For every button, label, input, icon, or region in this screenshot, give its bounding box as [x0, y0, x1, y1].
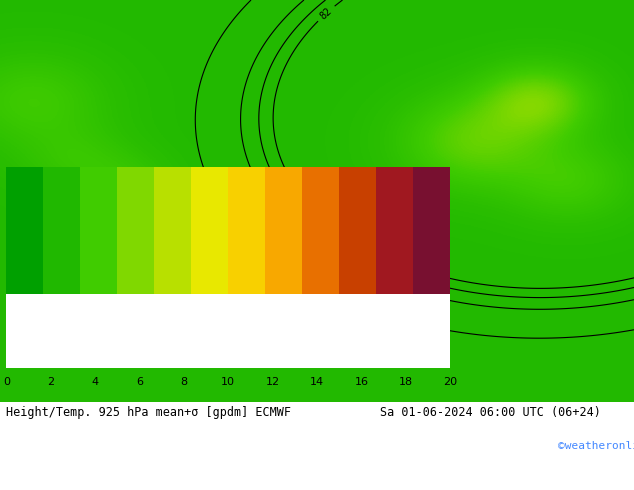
- Bar: [376, 167, 413, 304]
- Bar: [191, 167, 228, 304]
- Bar: [413, 167, 450, 304]
- Text: 75: 75: [368, 305, 382, 318]
- Bar: [302, 167, 339, 304]
- Text: 82: 82: [318, 5, 334, 21]
- Text: ©weatheronline.co.uk: ©weatheronline.co.uk: [558, 441, 634, 451]
- Text: Height/Temp. 925 hPa mean+σ [gpdm] ECMWF: Height/Temp. 925 hPa mean+σ [gpdm] ECMWF: [6, 406, 292, 419]
- Bar: [81, 167, 117, 304]
- Bar: [154, 167, 191, 304]
- Bar: [265, 167, 302, 304]
- Text: Sa 01-06-2024 06:00 UTC (06+24): Sa 01-06-2024 06:00 UTC (06+24): [380, 406, 601, 419]
- Text: 78: 78: [318, 245, 334, 260]
- Bar: [6, 167, 43, 304]
- Bar: [43, 167, 81, 304]
- Text: 80: 80: [382, 263, 398, 277]
- Bar: [339, 167, 376, 304]
- Bar: [228, 167, 265, 304]
- Bar: [117, 167, 154, 304]
